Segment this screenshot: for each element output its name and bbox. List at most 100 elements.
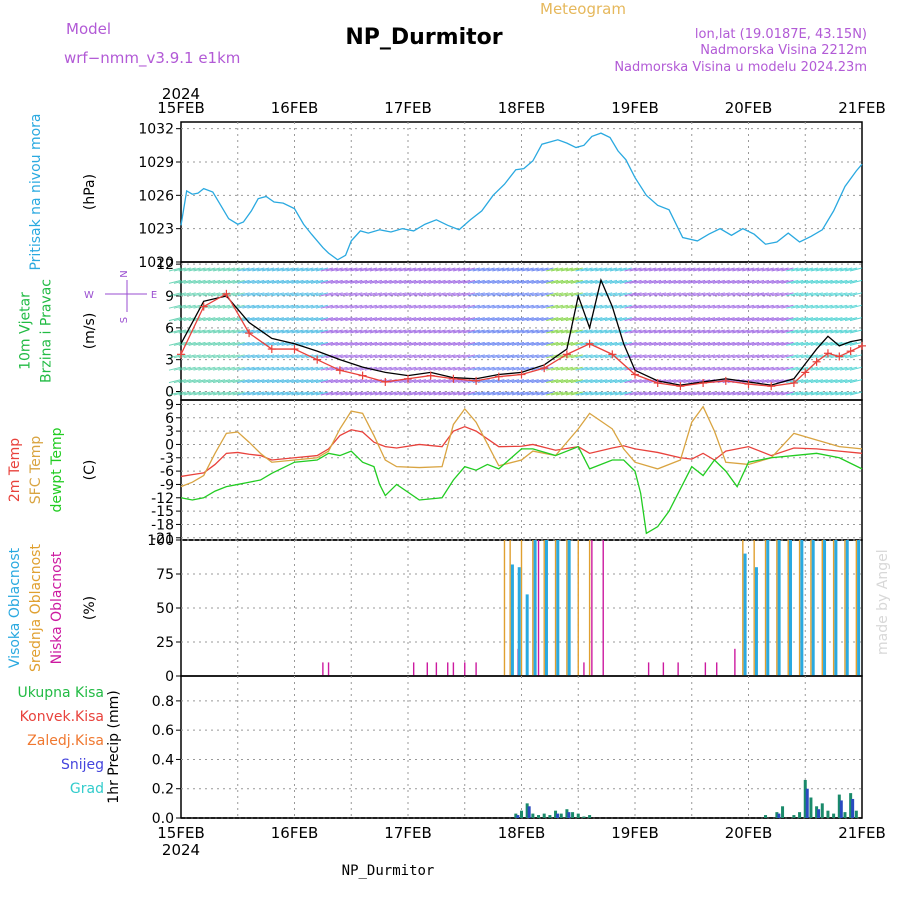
wind-barb	[252, 329, 265, 334]
wind-barb	[604, 366, 618, 371]
wind-barb	[467, 267, 480, 272]
wind-barb	[502, 379, 515, 384]
wind-barb	[276, 329, 289, 334]
wind-barb	[423, 317, 436, 322]
wind-barb	[173, 279, 187, 284]
wind-barb	[781, 292, 794, 297]
wind-barb	[399, 379, 412, 384]
wind-barb	[526, 391, 539, 396]
wind-barb	[536, 341, 549, 346]
wind-barb	[595, 354, 608, 359]
wind-barb	[585, 366, 598, 371]
wind-barb	[487, 341, 500, 346]
wind-barb	[600, 379, 613, 384]
panel-ylabel: 2m Temp	[7, 438, 23, 502]
wind-barb	[271, 279, 285, 284]
precip-bar	[571, 812, 575, 818]
wind-barb	[609, 379, 623, 384]
y-tick-label: 0.0	[152, 811, 174, 827]
wind-barb	[178, 366, 191, 371]
wind-barb	[761, 292, 774, 297]
wind-barb	[776, 279, 789, 284]
wind-barb	[600, 317, 613, 322]
wind-barb	[315, 354, 329, 359]
top-year-label: 2024	[162, 85, 200, 103]
wind-barb	[776, 391, 789, 396]
wind-barb	[257, 304, 270, 309]
wind-barb	[693, 341, 706, 346]
wind-barb	[840, 304, 853, 309]
wind-barb	[453, 304, 466, 309]
panel-unit-label: (hPa)	[82, 174, 98, 210]
wind-barb	[428, 366, 441, 371]
wind-barb	[678, 292, 691, 297]
wind-barb	[261, 292, 275, 297]
wind-barb	[590, 379, 603, 384]
wind-barb	[560, 292, 574, 297]
wind-barb	[359, 354, 373, 359]
wind-barb	[786, 279, 799, 284]
wind-barb	[257, 391, 270, 396]
wind-barb	[359, 329, 373, 334]
wind-barb	[516, 341, 529, 346]
series-line-2m-temp	[180, 425, 863, 478]
wind-barb	[247, 341, 260, 346]
wind-barb	[585, 354, 598, 359]
wind-barb	[800, 267, 814, 272]
wind-barb	[497, 329, 510, 334]
wind-barb	[516, 267, 529, 272]
wind-barb	[805, 341, 819, 346]
wind-barb	[849, 354, 863, 359]
wind-barb	[428, 329, 441, 334]
wind-barb	[663, 279, 676, 284]
wind-barb	[335, 304, 348, 309]
precip-bar	[542, 813, 546, 818]
wind-barb	[404, 317, 417, 322]
wind-barb	[467, 354, 480, 359]
wind-barb	[193, 366, 206, 371]
cloud-bar	[845, 540, 849, 676]
wind-barb	[820, 391, 833, 396]
wind-barb	[408, 304, 422, 309]
wind-barb	[546, 279, 559, 284]
wind-barb	[183, 379, 196, 384]
wind-barb	[340, 329, 353, 334]
wind-barb	[222, 366, 236, 371]
wind-barb	[369, 354, 382, 359]
wind-barb	[325, 304, 338, 309]
wind-barb	[511, 329, 525, 334]
wind-barb	[555, 304, 569, 309]
wind-barb	[301, 279, 314, 284]
wind-barb	[477, 267, 490, 272]
wind-barb	[849, 391, 863, 396]
wind-barb	[359, 304, 373, 309]
wind-barb	[345, 292, 358, 297]
wind-barb	[614, 391, 627, 396]
wind-barb	[408, 279, 422, 284]
wind-barb	[781, 391, 794, 396]
model-elevation-label: Nadmorska Visina u modelu 2024.23m	[614, 60, 867, 75]
wind-barb	[595, 366, 608, 371]
wind-barb	[805, 304, 819, 309]
wind-barb	[315, 267, 329, 272]
wind-barb	[629, 379, 642, 384]
wind-barb	[252, 267, 265, 272]
wind-barb	[840, 391, 853, 396]
wind-barb	[394, 379, 407, 384]
wind-barb	[364, 267, 378, 272]
wind-barb	[614, 267, 627, 272]
wind-barb	[355, 279, 368, 284]
chart-title: NP_Durmitor	[345, 25, 502, 50]
wind-barb	[541, 279, 554, 284]
wind-barb	[575, 391, 588, 396]
wind-barb	[683, 329, 696, 334]
wind-barb	[217, 329, 231, 334]
wind-barb	[536, 292, 549, 297]
wind-barb	[815, 267, 828, 272]
wind-barb	[345, 379, 358, 384]
wind-barb	[506, 341, 520, 346]
wind-barb	[423, 341, 436, 346]
wind-barb	[472, 341, 485, 346]
wind-barb	[830, 379, 843, 384]
